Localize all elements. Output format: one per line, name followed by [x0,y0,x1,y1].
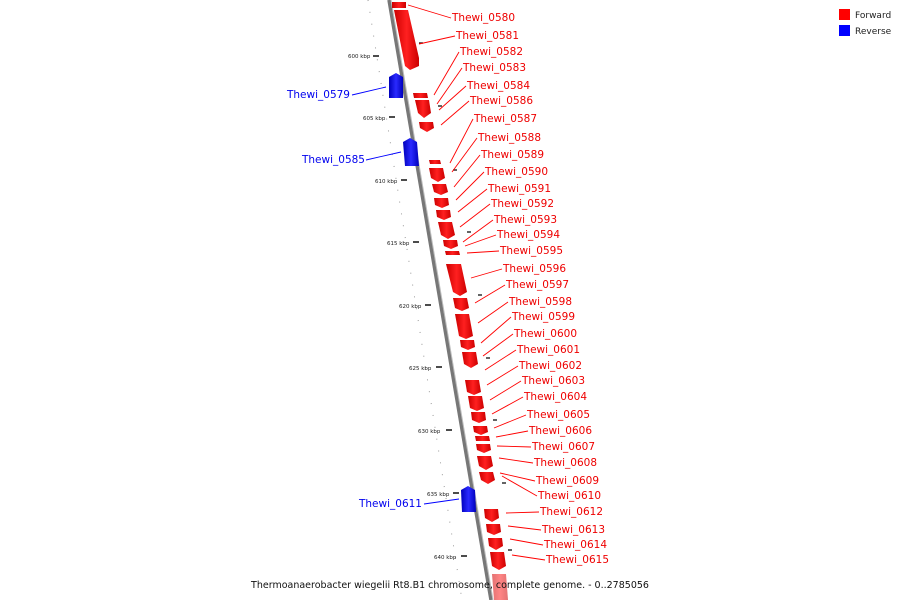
gene-label[interactable]: Thewi_0584 [466,80,530,92]
gene-arrow[interactable] [488,538,503,550]
gene-label[interactable]: Thewi_0597 [505,279,569,291]
gene-label[interactable]: Thewi_0595 [499,245,563,257]
ruler-ticks: 600 kbp 605 kbp 610 kbp 615 kbp 620 kbp … [348,54,467,561]
tick-label: 620 kbp [399,304,422,310]
gene-label[interactable]: Thewi_0606 [528,425,592,437]
legend-forward-swatch [839,9,850,20]
gene-label[interactable]: Thewi_0611 [358,498,422,510]
gene-arrow[interactable] [419,122,434,132]
gene-label[interactable]: Thewi_0585 [301,154,365,166]
gene-label[interactable]: Thewi_0591 [487,183,551,195]
reverse-connectors [351,86,460,505]
gene-arrow[interactable] [484,509,499,522]
gene-arrow[interactable] [473,426,488,435]
gene-arrow[interactable] [389,73,403,98]
gene-label[interactable]: Thewi_0610 [537,490,601,502]
gene-label[interactable]: Thewi_0603 [521,375,585,387]
tick-label: 605 kbp [363,116,386,122]
legend: Forward Reverse [839,9,892,37]
gene-label[interactable]: Thewi_0605 [526,409,590,421]
tick-label: 635 kbp [427,492,450,498]
gene-label[interactable]: Thewi_0607 [531,441,595,453]
gene-arrow[interactable] [403,138,419,166]
gene-arrow[interactable] [443,240,458,249]
gene-arrow[interactable] [477,456,493,470]
gene-arrow[interactable] [455,314,473,339]
gene-label[interactable]: Thewi_0604 [523,391,587,403]
gene-arrow[interactable] [476,444,491,453]
gene-arrow[interactable] [438,222,455,239]
reverse-gene-labels: Thewi_0579 Thewi_0585 Thewi_0611 [286,89,422,510]
tick-label: 630 kbp [418,429,441,435]
ruler-guide [367,0,463,600]
gene-arrow[interactable] [445,251,460,255]
tick-label: 600 kbp [348,54,371,60]
tick-label: 615 kbp [387,241,410,247]
gene-arrow[interactable] [462,352,478,368]
gene-arrow[interactable] [429,160,441,164]
gene-arrow[interactable] [446,264,467,296]
forward-connectors [407,4,546,561]
gene-arrow[interactable] [413,93,428,98]
gene-arrow[interactable] [465,380,481,395]
gene-arrow[interactable] [471,412,486,423]
gene-arrow[interactable] [436,210,451,220]
gene-arrow[interactable] [468,396,484,411]
forward-gene-features [392,2,508,600]
map-caption: Thermoanaerobacter wiegelii Rt8.B1 chrom… [250,580,649,591]
gene-label[interactable]: Thewi_0614 [543,539,607,551]
tick-label: 610 kbp [375,179,398,185]
gene-label[interactable]: Thewi_0602 [518,360,582,372]
gene-label[interactable]: Thewi_0592 [490,198,554,210]
gene-arrow[interactable] [392,2,406,8]
gene-label[interactable]: Thewi_0599 [511,311,575,323]
tick-label: 640 kbp [434,555,457,561]
gene-arrow[interactable] [415,100,431,118]
legend-forward-label: Forward [855,11,891,21]
forward-gene-labels: Thewi_0580 Thewi_0581 Thewi_0582 Thewi_0… [451,12,609,566]
gene-arrow[interactable] [479,472,495,484]
gene-label[interactable]: Thewi_0593 [493,214,557,226]
gene-arrow[interactable] [460,340,475,350]
gene-arrow[interactable] [486,524,501,535]
gene-label[interactable]: Thewi_0579 [286,89,350,101]
gene-label[interactable]: Thewi_0615 [545,554,609,566]
gene-arrow[interactable] [434,198,449,208]
gene-arrow[interactable] [475,436,490,441]
reverse-gene-features [389,73,476,512]
gene-label[interactable]: Thewi_0609 [535,475,599,487]
gene-label[interactable]: Thewi_0612 [539,506,603,518]
gene-label[interactable]: Thewi_0588 [477,132,541,144]
gene-label[interactable]: Thewi_0586 [469,95,533,107]
gene-label[interactable]: Thewi_0594 [496,229,560,241]
gene-label[interactable]: Thewi_0583 [462,62,526,74]
gene-arrow[interactable] [432,184,448,195]
gene-label[interactable]: Thewi_0587 [473,113,537,125]
gene-label[interactable]: Thewi_0580 [451,12,515,24]
legend-reverse-swatch [839,25,850,36]
gene-arrow[interactable] [492,574,508,600]
gene-arrow[interactable] [461,486,476,512]
tick-label: 625 kbp [409,366,432,372]
gene-arrow[interactable] [453,298,469,311]
gene-label[interactable]: Thewi_0596 [502,263,566,275]
legend-reverse-label: Reverse [855,27,892,37]
gene-label[interactable]: Thewi_0582 [459,46,523,58]
gene-arrow[interactable] [490,552,506,570]
gene-label[interactable]: Thewi_0601 [516,344,580,356]
gene-label[interactable]: Thewi_0598 [508,296,572,308]
gene-label[interactable]: Thewi_0590 [484,166,548,178]
gene-label[interactable]: Thewi_0608 [533,457,597,469]
gene-label[interactable]: Thewi_0581 [455,30,519,42]
gene-arrow[interactable] [429,168,445,182]
gene-label[interactable]: Thewi_0589 [480,149,544,161]
gene-label[interactable]: Thewi_0613 [541,524,605,536]
gene-arrow[interactable] [394,10,419,70]
gene-label[interactable]: Thewi_0600 [513,328,577,340]
